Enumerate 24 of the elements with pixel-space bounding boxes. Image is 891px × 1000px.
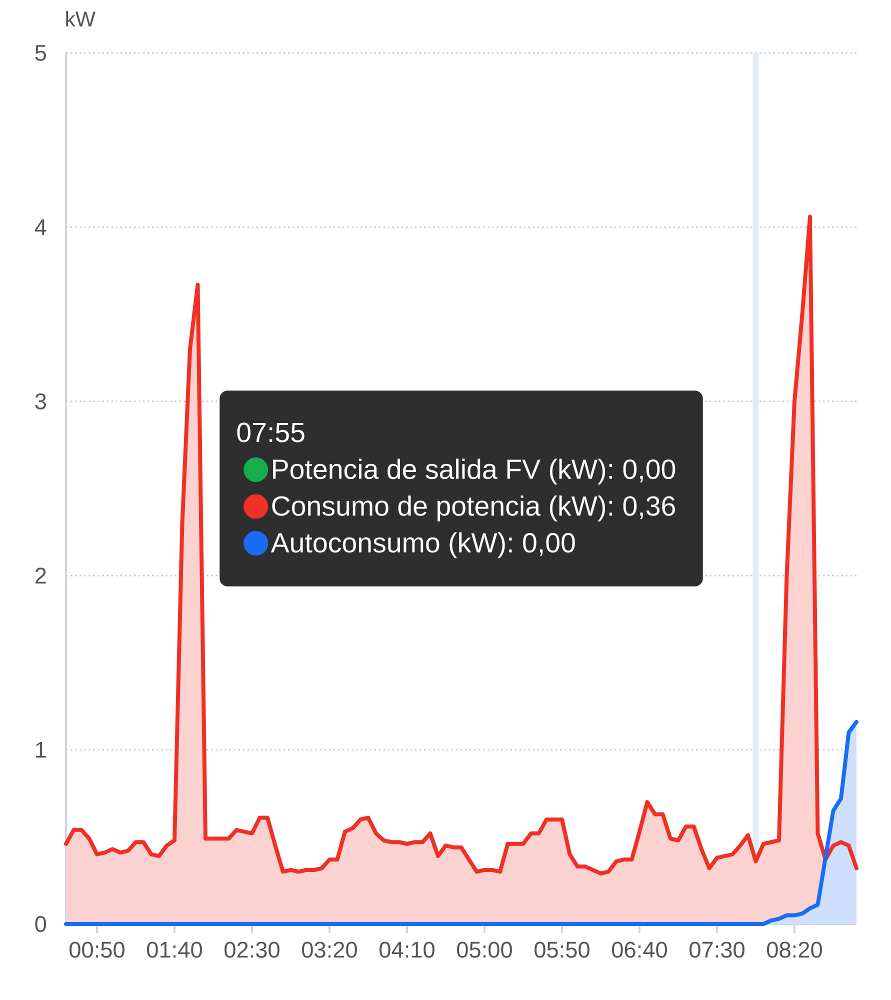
x-tick-label: 00:50	[70, 942, 124, 958]
x-tick-label: 05:50	[534, 942, 590, 958]
x-tick-label: 05:00	[457, 942, 512, 958]
legend-label: Autoconsumo (kW)	[270, 532, 505, 558]
x-tick-label: 08:20	[767, 942, 822, 958]
y-axis-title: kW	[66, 10, 96, 26]
y-tick-label: 3	[35, 393, 46, 410]
y-tick-label: 1	[36, 742, 46, 758]
legend-label: Potencia de salida FV (kW)	[273, 458, 606, 485]
legend-title: 07:55	[237, 422, 304, 442]
y-tick-label: 2	[36, 568, 46, 584]
x-tick-label: 07:30	[690, 942, 744, 958]
annotation: : 0,00	[609, 459, 676, 482]
x-tick-label: 04:10	[380, 942, 434, 958]
annotation: : 0,00	[509, 532, 575, 556]
x-tick-label: 06:40	[612, 942, 667, 958]
y-tick-label: 4	[34, 219, 46, 235]
y-tick-label: 5	[35, 45, 46, 61]
x-tick-label: 03:20	[302, 942, 357, 958]
x-tick-label: 02:30	[224, 942, 280, 958]
x-tick-label: 01:40	[147, 942, 202, 958]
y-tick-label: 0	[35, 916, 46, 932]
annotation: : 0,36	[609, 496, 675, 520]
legend-label: Consumo de potencia (kW)	[272, 495, 606, 522]
